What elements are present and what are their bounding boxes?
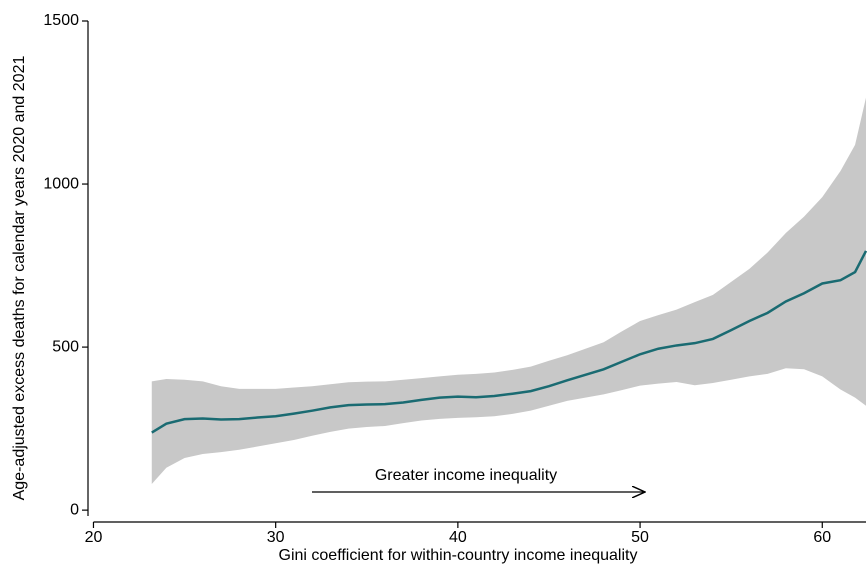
y-tick-label: 1500: [43, 12, 79, 29]
y-tick-label: 0: [70, 501, 79, 518]
y-tick-label: 1000: [43, 175, 79, 192]
plot-area: [151, 97, 867, 485]
x-tick-label: 20: [85, 529, 103, 546]
y-axis-label: Age-adjusted excess deaths for calendar …: [11, 56, 28, 501]
x-axis-label: Gini coefficient for within-country inco…: [279, 547, 638, 564]
y-tick-label: 500: [52, 338, 79, 355]
confidence-band: [151, 97, 866, 485]
annotation: Greater income inequality: [375, 467, 557, 484]
x-tick-label: 60: [813, 529, 831, 546]
fitted-line: [151, 250, 867, 434]
x-tick-label: 30: [267, 529, 285, 546]
x-tick-label: 40: [449, 529, 467, 546]
x-tick-label: 50: [631, 529, 649, 546]
